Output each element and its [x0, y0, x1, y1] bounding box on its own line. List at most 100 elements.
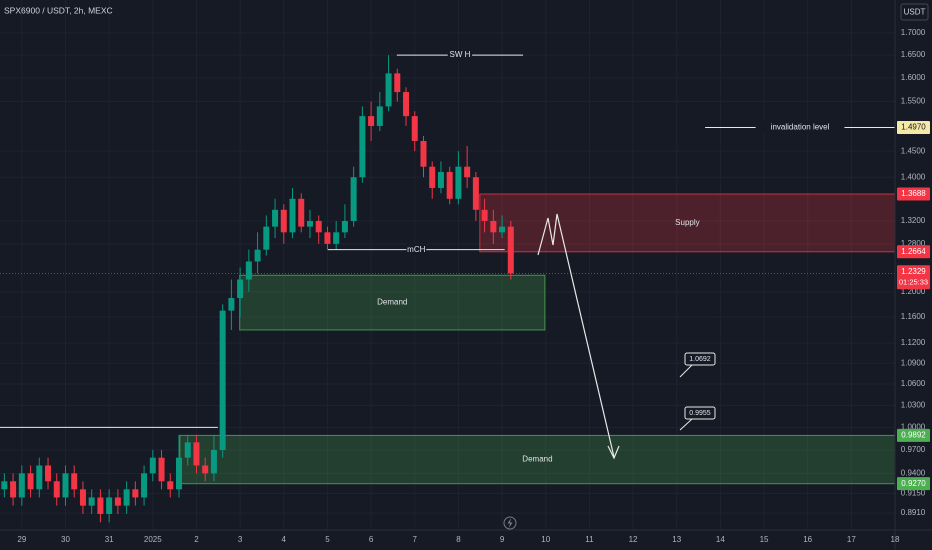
x-tick-label: 31 [105, 535, 114, 544]
currency-box[interactable] [900, 3, 929, 21]
grid [0, 0, 896, 530]
candle-body [62, 473, 69, 498]
x-tick-label: 16 [803, 535, 812, 544]
price-badge-label: 1.2664 [901, 247, 926, 256]
y-tick-label: 1.4500 [901, 146, 926, 155]
x-tick-label: 2 [194, 535, 199, 544]
candle-body [472, 177, 479, 210]
level-label: invalidation level [771, 123, 830, 132]
candle-body [1, 481, 8, 490]
price-badge [897, 477, 930, 491]
candle-body [507, 226, 514, 274]
y-tick-label: 0.9150 [901, 488, 926, 497]
candle-body [315, 220, 322, 233]
y-tick-label: 1.2000 [901, 287, 926, 296]
candle-body [289, 198, 296, 233]
candle-body [368, 116, 375, 126]
x-tick-label: 13 [672, 535, 681, 544]
x-tick-label: 2025 [144, 535, 162, 544]
candle-body [263, 226, 270, 250]
candle-body [324, 232, 331, 244]
y-tick-label: 1.1200 [901, 338, 926, 347]
candle-body [420, 140, 427, 167]
candle-body [158, 457, 165, 482]
candle-body [298, 198, 305, 227]
candle-body [333, 232, 340, 244]
currency: USDT [904, 8, 926, 17]
x-tick-label: 29 [17, 535, 26, 544]
replay-icon[interactable] [503, 516, 517, 530]
x-tick-label: 5 [325, 535, 330, 544]
candles [1, 55, 514, 523]
candle-body [429, 166, 436, 188]
x-tick-label: 4 [282, 535, 287, 544]
y-tick-label: 1.0600 [901, 379, 926, 388]
zone [239, 274, 546, 331]
x-tick-label: 14 [716, 535, 725, 544]
candle-body [18, 473, 25, 498]
candle-body [280, 209, 287, 233]
x-tick-label: 18 [891, 535, 900, 544]
candle-body [272, 209, 279, 227]
x-tick-label: 9 [500, 535, 505, 544]
candle-body [394, 73, 401, 93]
y-tick-label: 1.4000 [901, 172, 926, 181]
x-tick-label: 10 [541, 535, 550, 544]
y-tick-label: 0.9700 [901, 445, 926, 454]
candle-body [27, 473, 34, 490]
y-tick-label: 1.6500 [901, 50, 926, 59]
arrow-head [607, 445, 620, 460]
level-label: mCH [407, 245, 425, 254]
candle-body [202, 465, 209, 474]
x-tick-label: 12 [629, 535, 638, 544]
candle-body [114, 497, 121, 506]
y-tick-label: 1.2800 [901, 239, 926, 248]
zone-label: Supply [675, 218, 699, 227]
label-bg [755, 121, 845, 134]
candle-body [141, 473, 148, 498]
candle-body [219, 310, 226, 450]
candle-body [176, 457, 182, 490]
callout-box [684, 352, 716, 366]
price-badge [897, 120, 930, 134]
overlay: invalidation level SW H mCH 1.0692 0.9955 [0, 49, 895, 431]
candle-body [228, 298, 235, 311]
zone-label: Demand [522, 455, 552, 464]
label-bg [447, 49, 473, 62]
y-tick-label: 1.0300 [901, 400, 926, 409]
x-tick-label: 30 [61, 535, 70, 544]
y-tick-label: 1.7000 [901, 28, 926, 37]
zone [179, 434, 896, 485]
x-tick-label: 8 [456, 535, 461, 544]
x-tick-label: 15 [760, 535, 769, 544]
candle-body [79, 489, 86, 506]
candle-body [53, 481, 60, 498]
y-tick-label: 1.6000 [901, 73, 926, 82]
price-badge-label: 1.2329 [901, 267, 926, 276]
price-badge [897, 428, 930, 442]
level-label: SW H [449, 50, 470, 59]
y-tick-label: 0.9400 [901, 468, 926, 477]
candle-body [71, 473, 78, 490]
candle-body [464, 166, 471, 178]
candle-body [149, 457, 156, 474]
candle-body [10, 481, 17, 498]
candle-body [306, 220, 313, 227]
price-badge-label: 0.9892 [901, 431, 926, 440]
candle-body [237, 279, 244, 299]
zone-label: Demand [377, 298, 407, 307]
candle-body [193, 442, 200, 466]
callout-tail [679, 364, 693, 378]
x-tick-label: 3 [238, 535, 243, 544]
price-badge-label: 0.9270 [901, 479, 926, 488]
candle-body [446, 171, 453, 199]
x-tick-label: 11 [585, 535, 594, 544]
candle-body [481, 209, 488, 221]
candle-body [167, 481, 174, 490]
candle-body [499, 226, 506, 233]
candle-body [106, 497, 113, 514]
candle-body [88, 497, 95, 506]
candle-body [359, 116, 366, 178]
